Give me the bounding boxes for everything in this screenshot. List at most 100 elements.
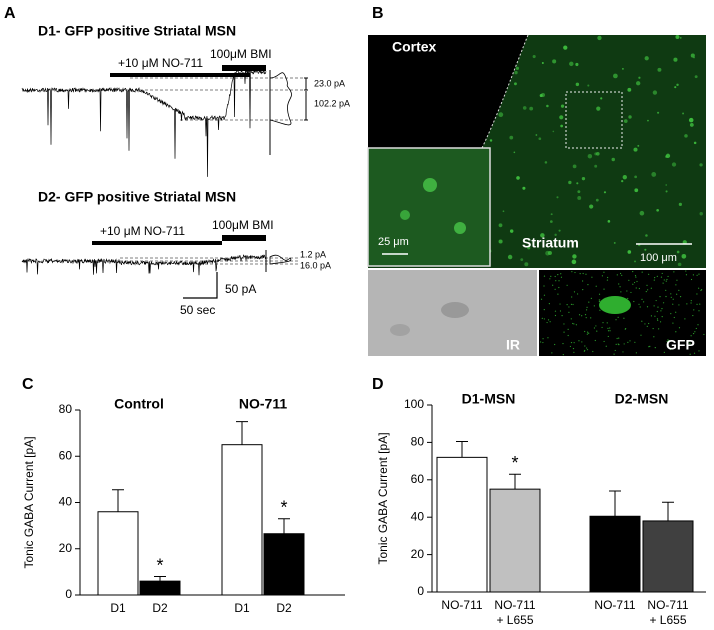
speck <box>603 340 605 343</box>
speck <box>571 271 573 273</box>
cell <box>587 153 593 159</box>
speck <box>618 337 620 339</box>
speck <box>601 275 604 277</box>
cell <box>552 59 557 64</box>
speck <box>672 298 674 300</box>
group-label: NO-711 <box>239 396 287 412</box>
speck <box>572 347 575 350</box>
speck <box>692 274 694 276</box>
group-label: D2-MSN <box>615 391 669 407</box>
cell <box>560 124 564 128</box>
speck <box>690 278 693 281</box>
speck <box>643 301 645 303</box>
speck <box>571 296 573 298</box>
speck <box>661 307 663 310</box>
speck <box>619 286 621 288</box>
cell <box>546 104 549 108</box>
speck <box>638 287 640 290</box>
speck <box>554 310 557 312</box>
cell <box>644 248 647 251</box>
speck <box>698 273 700 275</box>
speck <box>543 285 545 287</box>
speck <box>573 291 576 293</box>
speck <box>582 288 584 291</box>
speck <box>575 324 577 326</box>
speck <box>551 352 553 354</box>
speck <box>685 270 687 272</box>
bar <box>263 533 305 596</box>
zoom-box <box>565 91 623 149</box>
speck <box>698 310 700 312</box>
cell <box>589 204 594 209</box>
speck <box>605 345 607 347</box>
speck <box>675 311 677 313</box>
speck <box>694 331 696 333</box>
speck <box>570 303 573 305</box>
cell <box>563 45 568 50</box>
speck <box>678 327 681 329</box>
speck <box>598 293 601 295</box>
cell <box>657 111 660 114</box>
speck <box>641 298 643 300</box>
speck <box>543 294 546 296</box>
cell <box>489 139 493 142</box>
speck <box>633 281 636 284</box>
error-bar <box>278 518 290 534</box>
speck <box>590 317 592 319</box>
y-tick-label: 40 <box>59 495 73 509</box>
speck <box>617 343 619 345</box>
cell <box>595 198 599 202</box>
speck <box>695 327 697 330</box>
trace <box>21 68 267 177</box>
cell <box>638 76 641 79</box>
speck <box>560 273 562 275</box>
speck <box>670 293 672 295</box>
speck <box>585 273 587 275</box>
charts: C Tonic GABA Current [pA] 0 20 40 60 80 D1 * D2 Co… <box>22 376 706 627</box>
image-label: IR <box>506 337 520 353</box>
speck <box>548 302 550 305</box>
speck <box>568 311 570 313</box>
speck <box>568 306 570 308</box>
speck <box>692 332 695 335</box>
cell <box>571 259 577 265</box>
speck <box>654 347 656 349</box>
cell <box>516 176 520 180</box>
speck <box>609 327 611 329</box>
x-tick-label: D2 <box>152 601 168 615</box>
speck <box>549 321 551 323</box>
y-tick-label: 20 <box>411 547 425 561</box>
speck <box>582 272 584 275</box>
significance: * <box>511 453 518 473</box>
speck <box>654 277 656 279</box>
bar <box>589 515 641 593</box>
speck <box>659 296 661 298</box>
speck <box>648 322 650 325</box>
cell <box>454 222 466 234</box>
cell <box>622 67 624 70</box>
speck <box>700 289 702 292</box>
cell <box>541 61 544 65</box>
cell <box>527 246 531 250</box>
cell <box>540 233 545 238</box>
cell <box>688 117 694 123</box>
speck <box>567 328 569 330</box>
speck <box>650 315 653 317</box>
speck <box>598 300 600 303</box>
speck <box>652 327 654 330</box>
speck <box>627 297 629 300</box>
region-label: Striatum <box>522 235 579 251</box>
y-tick-label: 0 <box>65 587 72 601</box>
speck <box>661 316 663 318</box>
cell <box>522 186 526 190</box>
speck <box>657 319 659 321</box>
cell <box>675 35 680 39</box>
cell <box>647 119 649 122</box>
cell <box>652 90 658 95</box>
panel-letter: C <box>22 376 34 393</box>
cell <box>520 258 524 262</box>
speck <box>627 341 629 343</box>
cell <box>682 112 685 115</box>
trace <box>21 254 267 276</box>
speck <box>586 349 589 351</box>
